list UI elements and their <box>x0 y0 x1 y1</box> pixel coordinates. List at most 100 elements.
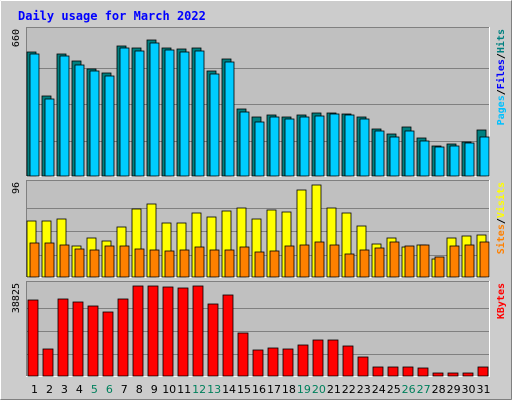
x-tick-day-27: 27 <box>417 383 431 396</box>
x-axis-ticks: 1 2 3 4 5 6 7 8 9 10 11 12 13 14 15 16 17 18 19 20 21 22 23 24 2… <box>31 383 491 396</box>
panel-visits_sites: 96 Sites/Visits <box>11 180 507 278</box>
bar-kbytes-day-29 <box>447 372 459 377</box>
bar-sites-day-13 <box>209 249 220 278</box>
x-tick-day-25: 25 <box>387 383 401 396</box>
y-max-label: 38825 <box>11 283 22 313</box>
bar-sites-day-31 <box>479 241 490 278</box>
x-tick-day-26: 26 <box>402 383 416 396</box>
bar-files-day-18 <box>284 118 295 177</box>
bar-kbytes-day-10 <box>162 286 174 377</box>
bar-kbytes-day-11 <box>177 287 189 377</box>
x-tick-day-12: 12 <box>192 383 206 396</box>
bar-files-day-30 <box>464 142 475 177</box>
bar-sites-day-27 <box>419 244 430 278</box>
bar-files-day-8 <box>134 50 145 177</box>
bar-files-day-13 <box>209 73 220 177</box>
bar-sites-day-24 <box>374 247 385 278</box>
bar-sites-day-16 <box>254 251 265 278</box>
bar-kbytes-day-27 <box>417 367 429 377</box>
bar-files-day-23 <box>359 118 370 177</box>
bar-files-day-21 <box>329 113 340 177</box>
legend-entry: KBytes <box>496 283 507 319</box>
x-tick-day-3: 3 <box>61 383 68 396</box>
x-tick-day-8: 8 <box>136 383 143 396</box>
bar-kbytes-day-19 <box>297 344 309 377</box>
bar-sites-day-1 <box>29 242 40 278</box>
bar-files-day-16 <box>254 121 265 177</box>
x-tick-day-9: 9 <box>151 383 158 396</box>
x-tick-day-4: 4 <box>76 383 83 396</box>
bar-kbytes-day-9 <box>147 285 159 377</box>
legend-entry: / <box>496 218 507 224</box>
bar-files-day-25 <box>389 136 400 177</box>
panel-kbytes: 38825 KBytes <box>11 281 507 377</box>
bar-sites-day-23 <box>359 249 370 278</box>
bar-sites-day-6 <box>104 245 115 278</box>
bar-files-day-14 <box>224 61 235 177</box>
bar-sites-day-29 <box>449 245 460 278</box>
bar-files-day-26 <box>404 130 415 177</box>
x-tick-day-23: 23 <box>357 383 371 396</box>
y-max-label: 96 <box>11 182 22 194</box>
bar-kbytes-day-6 <box>102 311 114 377</box>
bar-kbytes-day-3 <box>57 298 69 377</box>
x-tick-day-18: 18 <box>282 383 296 396</box>
bar-files-day-22 <box>344 114 355 177</box>
bar-sites-day-22 <box>344 253 355 278</box>
bar-kbytes-day-12 <box>192 285 204 377</box>
bar-sites-day-17 <box>269 250 280 278</box>
x-tick-day-31: 31 <box>477 383 491 396</box>
bar-kbytes-day-15 <box>237 332 249 377</box>
x-tick-day-13: 13 <box>207 383 221 396</box>
bar-sites-day-14 <box>224 249 235 278</box>
bar-kbytes-day-22 <box>342 345 354 377</box>
x-tick-day-28: 28 <box>432 383 446 396</box>
bar-sites-day-12 <box>194 246 205 278</box>
x-tick-day-19: 19 <box>297 383 311 396</box>
x-tick-day-30: 30 <box>462 383 476 396</box>
bar-files-day-10 <box>164 49 175 177</box>
bar-kbytes-day-5 <box>87 305 99 377</box>
bar-sites-day-8 <box>134 248 145 278</box>
bar-files-day-3 <box>59 55 70 177</box>
bar-kbytes-day-28 <box>432 372 444 377</box>
bar-files-day-2 <box>44 98 55 177</box>
panel-legend: Pages/Files/Hits <box>495 29 507 125</box>
x-tick-day-6: 6 <box>106 383 113 396</box>
bar-files-day-28 <box>434 146 445 177</box>
bar-kbytes-day-7 <box>117 298 129 377</box>
bar-kbytes-day-23 <box>357 356 369 377</box>
bar-kbytes-day-25 <box>387 366 399 377</box>
bar-kbytes-day-4 <box>72 301 84 377</box>
bar-files-day-19 <box>299 116 310 177</box>
legend-entry: Sites <box>495 224 507 254</box>
x-tick-day-2: 2 <box>46 383 53 396</box>
x-tick-day-5: 5 <box>91 383 98 396</box>
bar-sites-day-30 <box>464 244 475 278</box>
bar-kbytes-day-1 <box>27 299 39 377</box>
bar-sites-day-21 <box>329 244 340 278</box>
bar-files-day-9 <box>149 42 160 177</box>
bar-sites-day-15 <box>239 246 250 278</box>
x-tick-day-11: 11 <box>177 383 191 396</box>
bar-sites-day-20 <box>314 241 325 278</box>
x-tick-day-10: 10 <box>162 383 176 396</box>
chart-title: Daily usage for March 2022 <box>18 9 206 23</box>
x-tick-day-16: 16 <box>252 383 266 396</box>
x-tick-day-15: 15 <box>237 383 251 396</box>
series-files <box>29 42 490 177</box>
bar-sites-day-4 <box>74 248 85 278</box>
bar-files-day-6 <box>104 75 115 177</box>
bar-files-day-24 <box>374 130 385 177</box>
bar-sites-day-26 <box>404 245 415 278</box>
x-tick-day-1: 1 <box>31 383 38 396</box>
bar-files-day-31 <box>479 136 490 177</box>
legend-entry: Visits <box>495 182 507 218</box>
x-tick-day-7: 7 <box>121 383 128 396</box>
bar-files-day-15 <box>239 111 250 177</box>
bar-files-day-12 <box>194 50 205 177</box>
x-tick-day-17: 17 <box>267 383 281 396</box>
